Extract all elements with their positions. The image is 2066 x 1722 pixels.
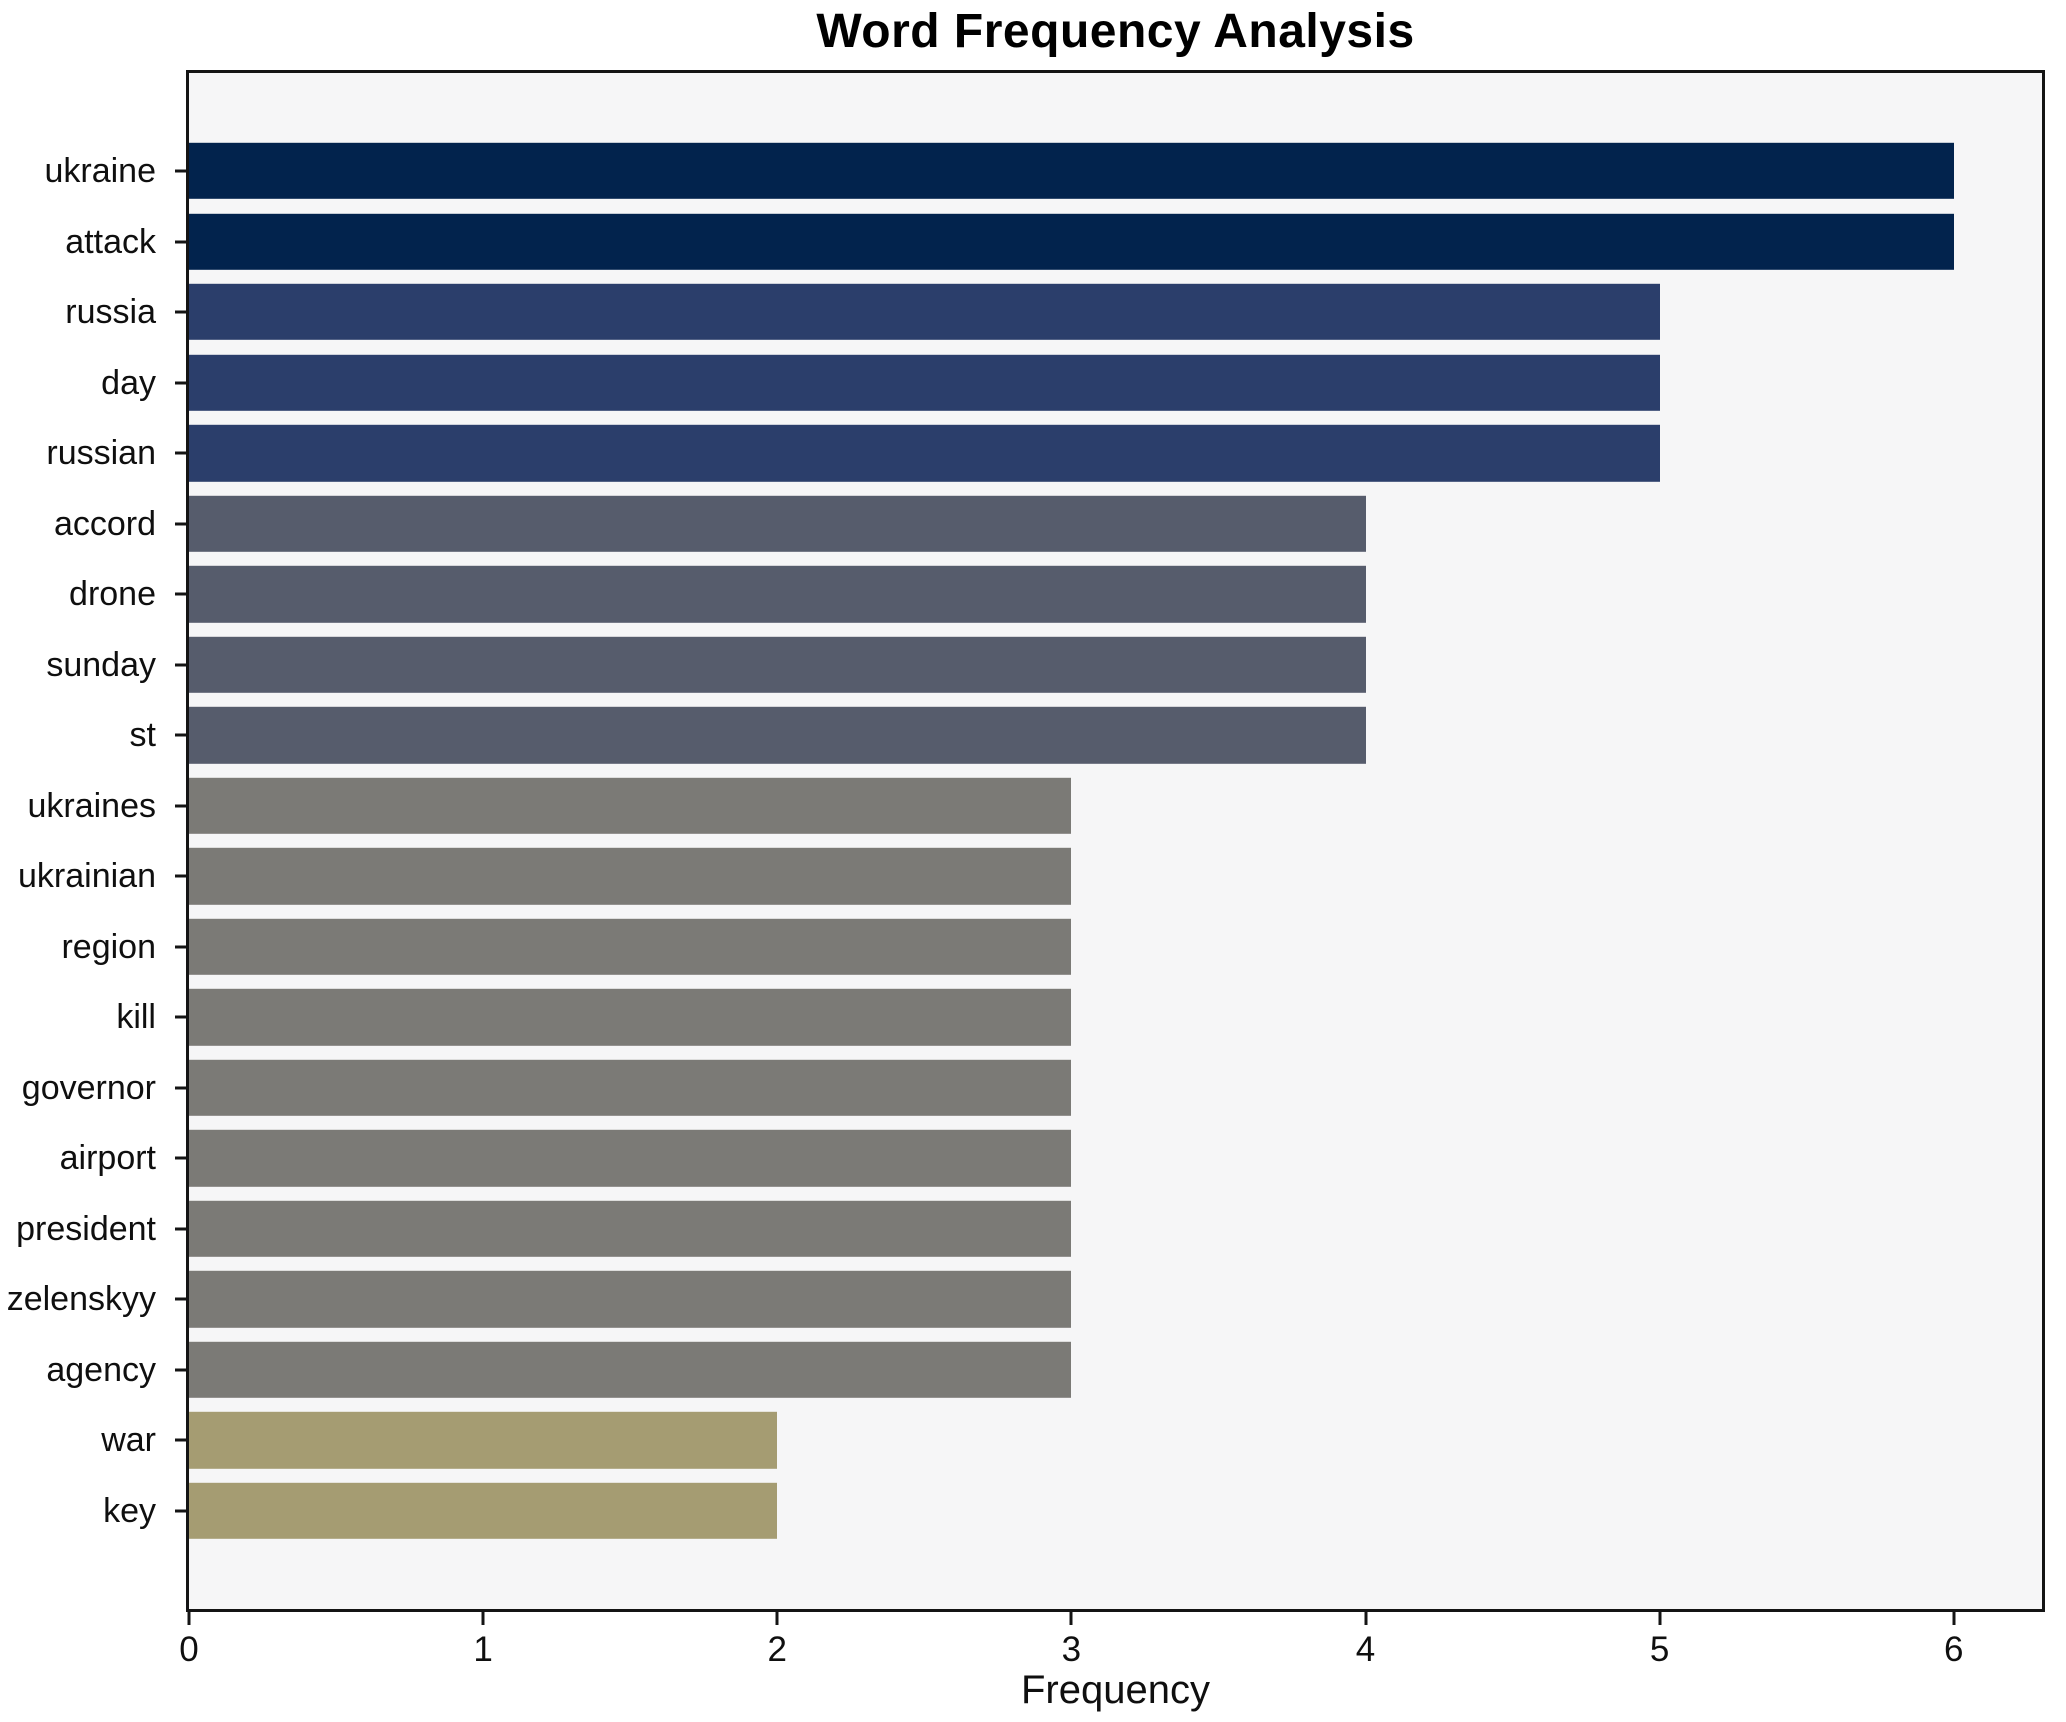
y-tick-label-kill: kill [116,998,156,1037]
y-tick-mark [175,1297,189,1301]
y-tick-label-president: president [16,1209,156,1248]
x-axis: 0 1 2 3 4 5 6 [179,1612,2042,1692]
bar-president [189,1200,1072,1258]
y-tick-mark [175,240,189,244]
x-tick-mark [481,1612,485,1625]
y-tick-mark [175,310,189,314]
y-tick-label-ukrainian: ukrainian [18,857,156,896]
y-tick-label-ukraine: ukraine [44,152,156,191]
y-axis: ukraine attack russia day russian accord drone… [0,73,189,1609]
y-tick-label-agency: agency [46,1350,156,1389]
bar-airport [189,1130,1072,1187]
x-axis-title: Frequency [1021,1668,1210,1712]
y-tick-mark [175,451,189,455]
x-tick-mark [187,1612,191,1625]
bar-governor [189,1059,1072,1117]
y-tick-mark [175,733,189,737]
y-tick-label-russia: russia [65,293,156,332]
y-tick-mark [175,169,189,173]
x-tick-label-5: 5 [1649,1630,1670,1669]
bar-ukraines [189,777,1072,834]
bar-war [189,1412,778,1469]
y-tick-mark [175,1368,189,1372]
y-tick-mark [175,1086,189,1090]
y-tick-label-russian: russian [46,434,156,473]
x-tick-mark [1658,1612,1662,1625]
bar-agency [189,1341,1072,1399]
y-tick-mark [175,1509,189,1513]
x-tick-mark [1952,1612,1956,1625]
y-tick-mark [175,1438,189,1442]
plot-area [186,70,2045,1612]
y-tick-label-ukraines: ukraines [27,786,156,825]
x-tick-mark [1069,1612,1073,1625]
x-tick-label-1: 1 [473,1630,493,1669]
x-tick-mark [775,1612,779,1625]
y-tick-mark [175,874,189,878]
y-tick-label-drone: drone [69,575,156,614]
bar-sunday [189,636,1366,693]
bar-russian [189,424,1660,482]
y-tick-label-accord: accord [53,504,156,543]
x-tick-label-2: 2 [767,1630,787,1669]
x-tick-label-0: 0 [179,1630,199,1669]
bar-accord [189,495,1366,552]
bar-key [189,1482,778,1540]
y-tick-mark [175,522,189,526]
chart-title: Word Frequency Analysis [816,5,1415,58]
y-tick-label-war: war [101,1421,156,1460]
y-tick-mark [175,804,189,808]
x-tick-mark [1364,1612,1367,1625]
y-tick-label-st: st [129,716,156,755]
y-tick-mark [175,1015,189,1019]
y-tick-mark [175,592,189,596]
bar-ukrainian [189,848,1072,905]
x-tick-label-4: 4 [1355,1630,1376,1669]
y-tick-label-key: key [103,1491,156,1530]
y-tick-mark [175,663,189,667]
y-tick-label-zelenskyy: zelenskyy [6,1280,156,1319]
bar-ukraine [189,142,1954,200]
y-tick-label-sunday: sunday [46,645,156,684]
y-tick-label-governor: governor [21,1068,156,1107]
bar-day [189,354,1660,411]
bar-drone [189,565,1366,623]
y-tick-mark [175,1156,189,1160]
bar-zelenskyy [189,1271,1072,1328]
y-tick-label-attack: attack [65,222,156,261]
bar-kill [189,989,1072,1046]
y-tick-label-airport: airport [59,1139,156,1178]
bar-region [189,918,1072,975]
y-tick-label-region: region [61,927,156,966]
y-tick-label-day: day [101,363,156,402]
x-tick-label-6: 6 [1944,1630,1964,1669]
y-tick-mark [175,945,189,949]
y-tick-mark [175,1227,189,1231]
bar-st [189,707,1366,764]
y-tick-mark [175,381,189,385]
bar-attack [189,213,1954,270]
bar-russia [189,283,1660,341]
x-tick-label-3: 3 [1061,1630,1082,1669]
